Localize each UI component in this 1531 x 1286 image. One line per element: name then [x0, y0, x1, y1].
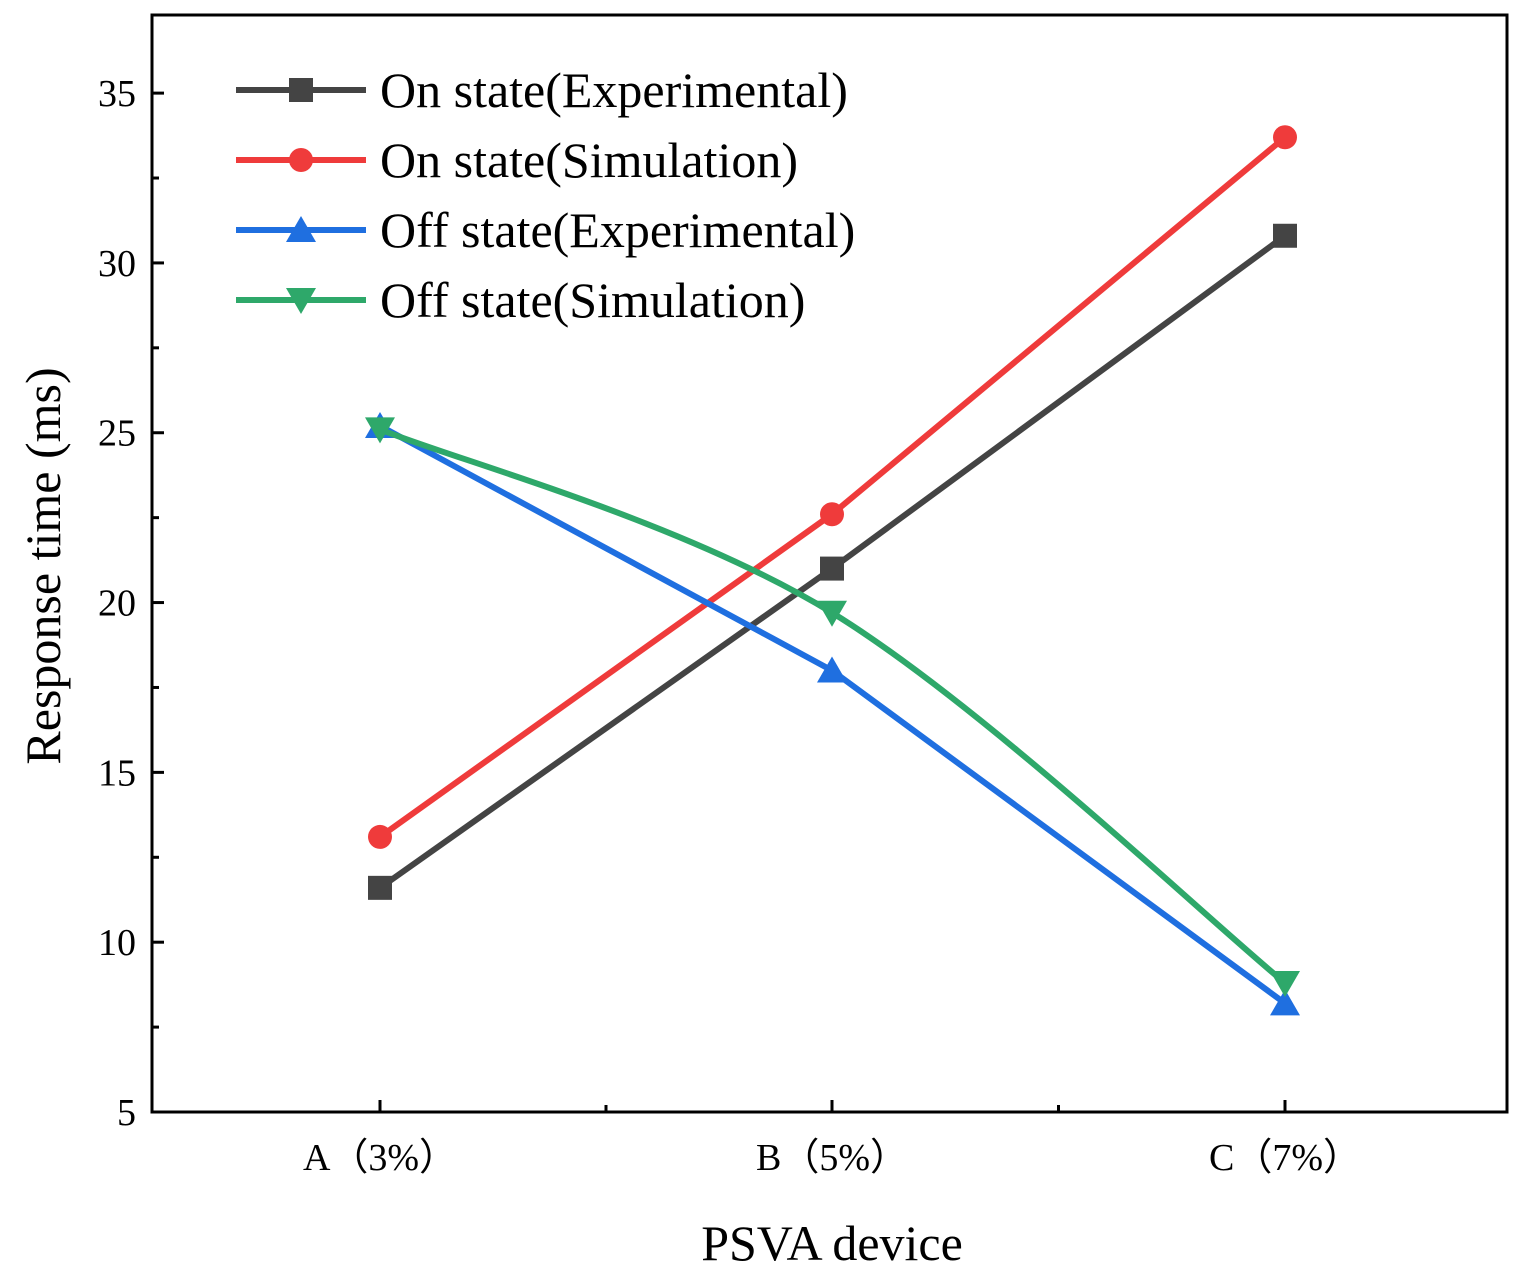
- plot-frame: [150, 13, 1509, 1114]
- series-off-state-experimental: [365, 411, 1300, 1016]
- x-tick-label: B（5%）: [756, 1137, 908, 1179]
- legend-marker: [286, 216, 316, 242]
- data-point-off-state-experimental: [817, 656, 847, 683]
- data-point-on-state-simulation: [368, 824, 392, 849]
- series-off-state-simulation: [365, 417, 1300, 997]
- legend-label: On state(Simulation): [380, 132, 798, 188]
- series-layer: [365, 125, 1300, 1016]
- data-point-on-state-experimental: [820, 556, 844, 581]
- y-tick-label: 20: [98, 583, 136, 625]
- legend-marker: [289, 148, 313, 172]
- data-point-off-state-simulation: [1270, 970, 1300, 997]
- y-tick-label: 5: [117, 1092, 136, 1134]
- legend-marker: [286, 288, 316, 314]
- legend-label: Off state(Simulation): [380, 272, 805, 328]
- y-tick-label: 10: [98, 922, 136, 964]
- legend-item: Off state(Simulation): [236, 272, 805, 328]
- y-tick-label: 30: [98, 243, 136, 285]
- legend-item: Off state(Experimental): [236, 202, 855, 258]
- x-axis-ticks: A（3%） B（5%） C（7%）: [303, 1100, 1361, 1179]
- legend-label: On state(Experimental): [380, 62, 848, 118]
- legend: On state(Experimental) On state(Simulatio…: [236, 62, 855, 328]
- y-axis-title: Response time (ms): [15, 367, 71, 764]
- y-tick-label: 35: [98, 73, 136, 115]
- x-axis-title: PSVA device: [701, 1215, 963, 1271]
- x-tick-label: A（3%）: [303, 1137, 457, 1179]
- plot-area-border: [150, 13, 1509, 1114]
- data-point-on-state-experimental: [368, 875, 392, 900]
- y-axis-ticks: 5 10 15 20 25 30 35: [98, 73, 164, 1134]
- y-tick-label: 15: [98, 752, 136, 794]
- x-tick-label: C（7%）: [1209, 1137, 1361, 1179]
- legend-marker: [289, 78, 313, 102]
- series-on-state-experimental: [368, 223, 1297, 900]
- data-point-on-state-simulation: [820, 502, 844, 527]
- legend-item: On state(Experimental): [236, 62, 848, 118]
- data-point-on-state-experimental: [1273, 223, 1297, 248]
- y-tick-label: 25: [98, 413, 136, 455]
- data-point-off-state-simulation: [365, 417, 395, 444]
- legend-item: On state(Simulation): [236, 132, 798, 188]
- data-point-on-state-simulation: [1273, 125, 1297, 150]
- data-point-off-state-simulation: [817, 600, 847, 627]
- data-point-off-state-experimental: [1270, 989, 1300, 1016]
- legend-label: Off state(Experimental): [380, 202, 855, 258]
- series-on-state-simulation: [368, 125, 1297, 849]
